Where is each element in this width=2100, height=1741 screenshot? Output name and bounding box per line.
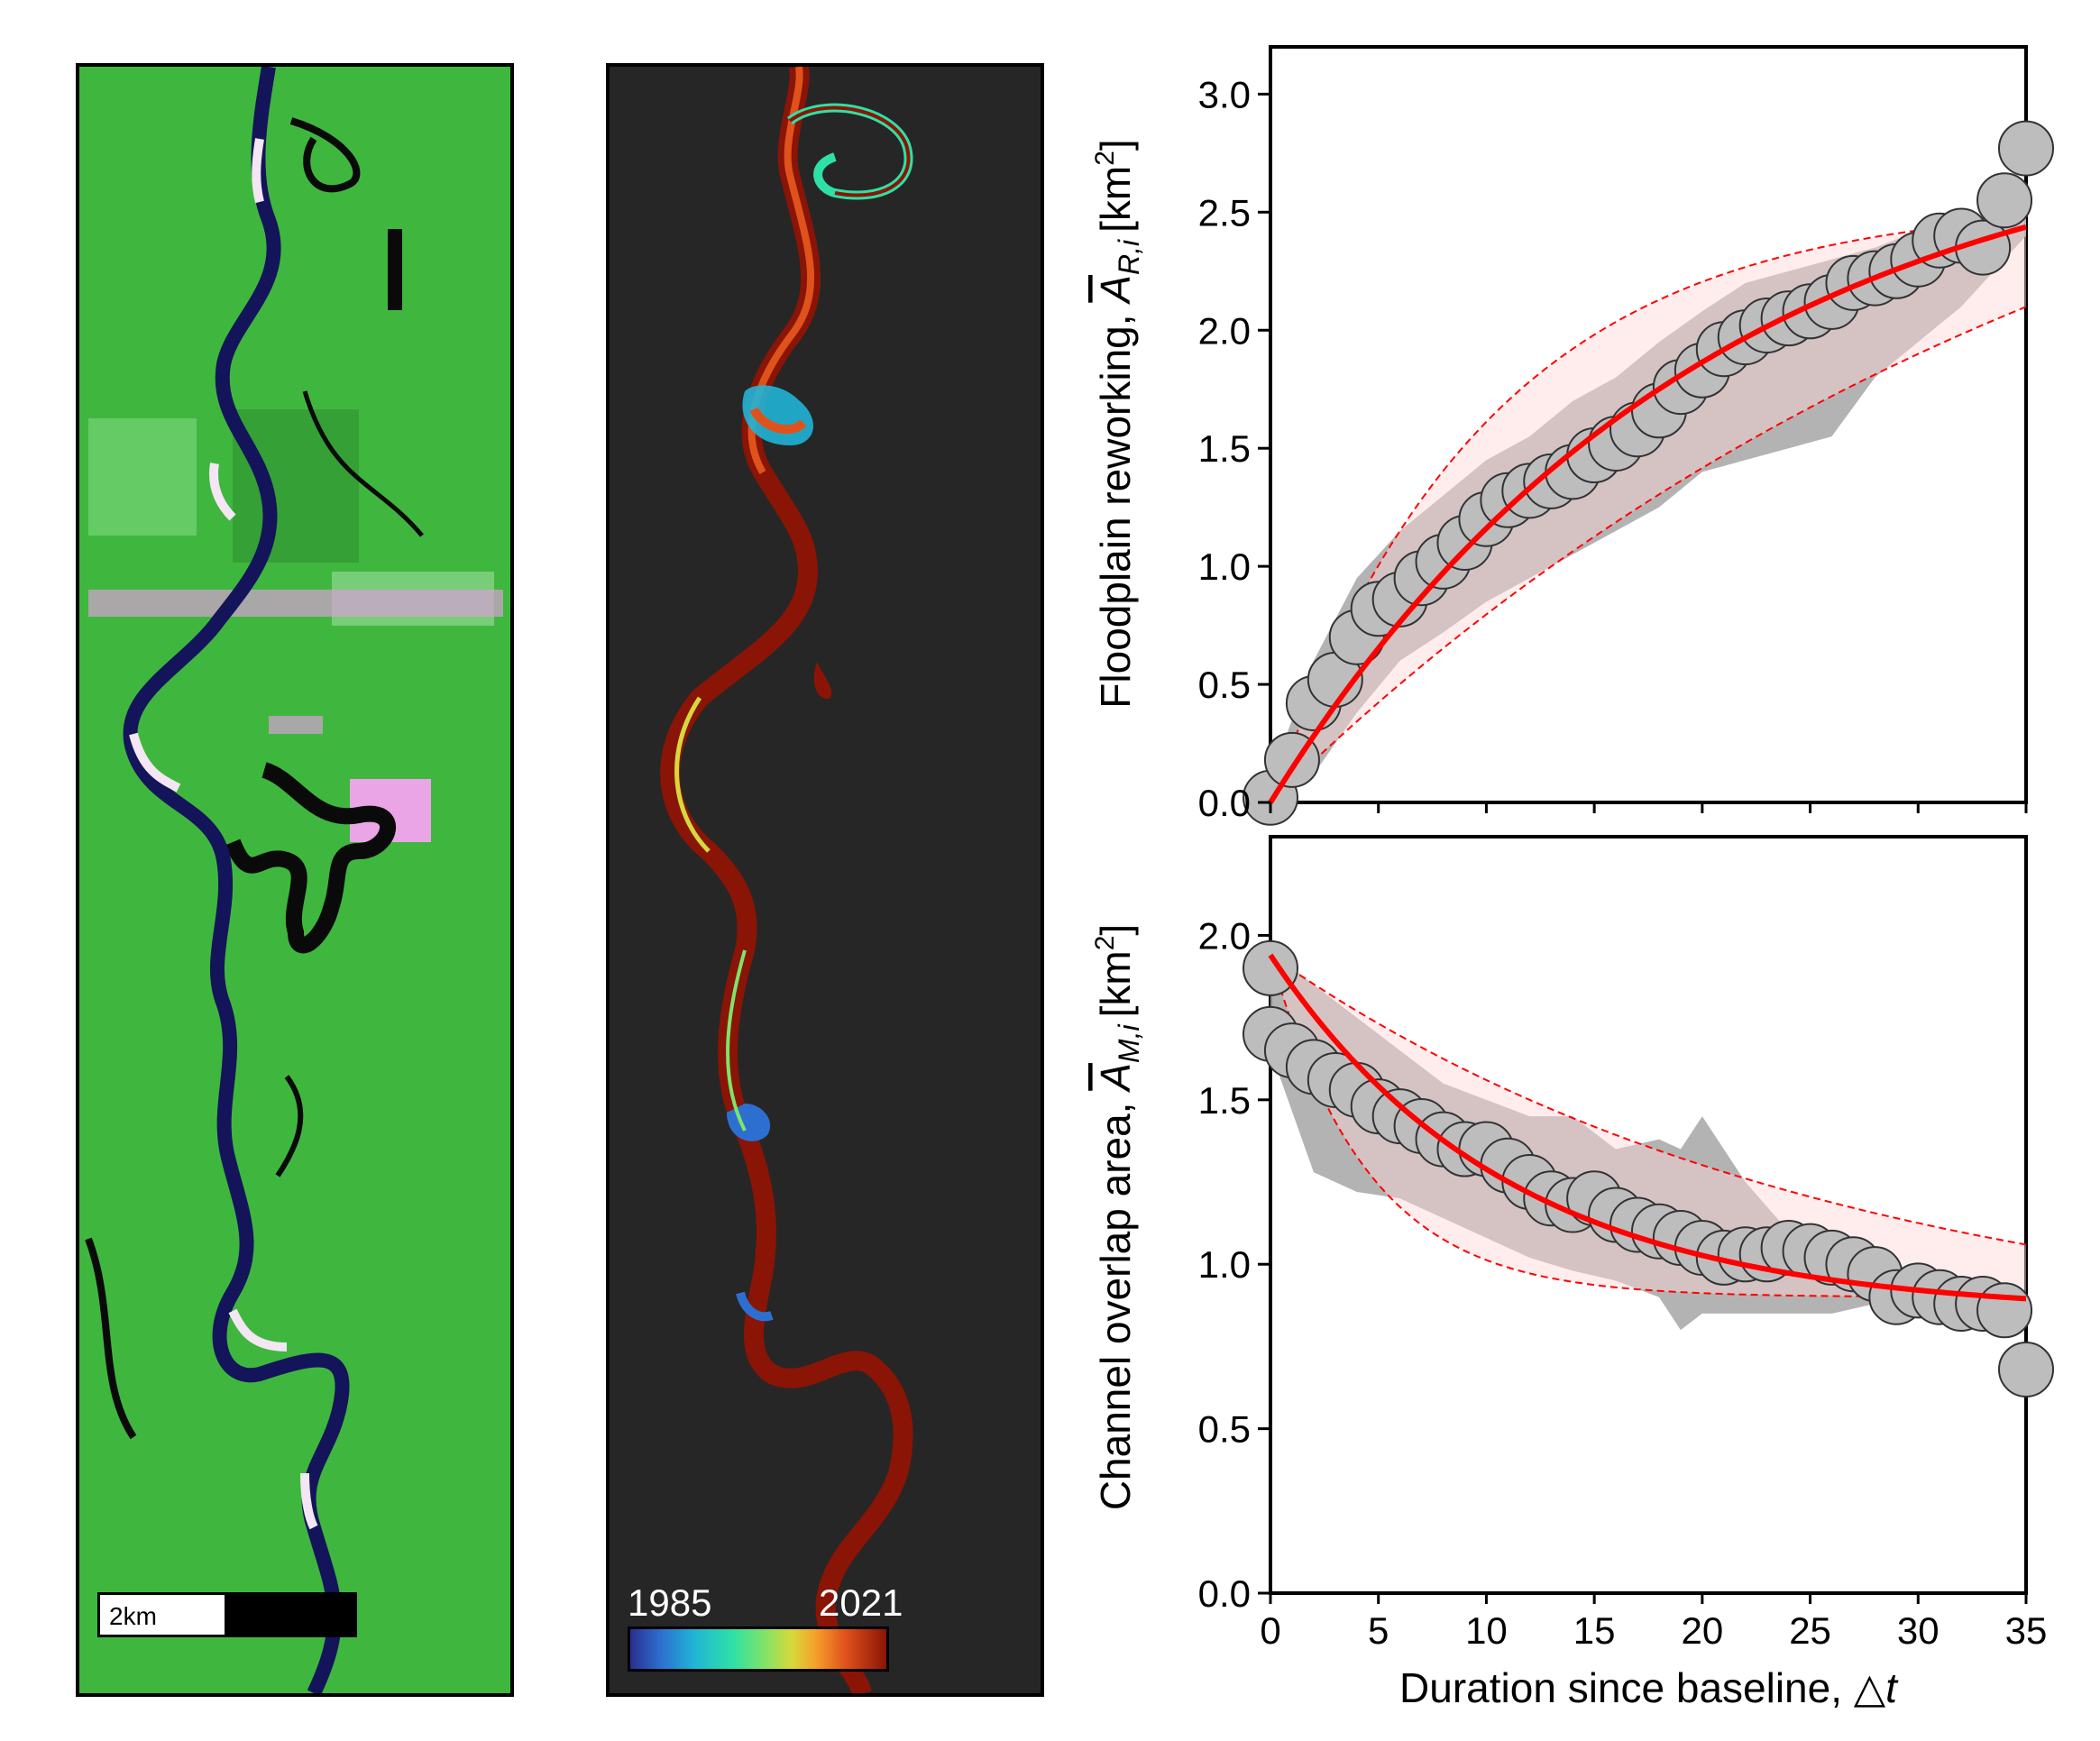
colorbar-max-label: 2021: [819, 1581, 903, 1624]
chart-top-y-axis-label: Floodplain reworking, AR,i [km2]: [1090, 139, 1145, 708]
chart-bottom-x-tick-label: 25: [1789, 1609, 1831, 1652]
chart-top-y-tick-label: 0.5: [1198, 664, 1251, 706]
chart-top-y-tick-label: 2.5: [1198, 191, 1251, 234]
chart-top-fit-line: [1268, 224, 2027, 804]
chart-top-fit-lower-bound: [1270, 306, 2027, 803]
delta-symbol: △: [1854, 1664, 1886, 1711]
chart-bottom-fit-band: [1270, 955, 2026, 1297]
chart-top-data-point: [1998, 120, 2054, 177]
chart-bottom-y-axis-label: Channel overlap area, AM,i [km2]: [1090, 924, 1145, 1510]
chart-bottom-y-tick-label: 1.5: [1198, 1079, 1251, 1122]
chart-bottom-frame: [1269, 835, 2028, 1595]
chart-bottom-y-tick-label: 1.0: [1198, 1243, 1251, 1286]
chart-top-x-ticks: [1269, 802, 2028, 813]
chart-bottom-xlabel-symbol: t: [1885, 1664, 1899, 1711]
chart-bottom-x-tick-label: 10: [1465, 1609, 1508, 1652]
chart-top-ylabel-subscript: R,i: [1113, 239, 1145, 275]
chart-top-ylabel-symbol: A: [1092, 275, 1139, 306]
chart-bottom-x-tick-label: 15: [1573, 1609, 1616, 1652]
chart-top-frame: [1269, 45, 2028, 804]
migration-map: [660, 67, 913, 1693]
scale-bar-label: 2km: [109, 1602, 157, 1630]
chart-bottom-ylabel-main: Channel overlap area,: [1092, 1103, 1139, 1511]
chart-bottom-ylabel-unit-close: ]: [1092, 924, 1139, 936]
colorbar: [628, 1626, 889, 1672]
chart-top-y-tick-label: 1.5: [1198, 427, 1251, 470]
chart-top-ylabel-unit-sup: 2: [1090, 151, 1120, 166]
chart-top-fit-band: [1270, 218, 2026, 802]
colorbar-min-label: 1985: [628, 1581, 712, 1624]
chart-bottom-ylabel-subscript: M,i: [1113, 1024, 1145, 1064]
chart-channel-overlap: 0.0 0.5 1.0 1.5 2.0 0 5 10 15 20 25 30 35 Channel o…: [1090, 835, 2054, 1711]
chart-top-y-tick-label: 2.0: [1198, 309, 1251, 352]
chart-bottom-y-ticks: 0.0 0.5 1.0 1.5 2.0: [1198, 914, 1270, 1615]
chart-top-ylabel-unit-close: ]: [1092, 139, 1139, 151]
chart-bottom-fit-upper-bound: [1270, 954, 2027, 1246]
migration-map-panel: 1985 2021: [606, 63, 1044, 1697]
chart-bottom-xlabel-main: Duration since baseline,: [1399, 1664, 1842, 1711]
chart-top-y-tick-label: 1.0: [1198, 545, 1251, 588]
chart-bottom-data-point: [1976, 1282, 2033, 1339]
chart-top-ylabel-unit: [km: [1092, 166, 1139, 233]
chart-bottom-ylabel-unit-sup: 2: [1090, 936, 1120, 951]
chart-floodplain-reworking: 0.0 0.5 1.0 1.5 2.0 2.5 3.0 Floodplain reworki…: [1090, 45, 2054, 826]
scale-bar-dark-segment: [225, 1595, 354, 1635]
chart-top-fit-upper-bound: [1270, 217, 2027, 803]
chart-top-data-point: [1976, 172, 2033, 229]
chart-bottom-data-point: [1243, 939, 1298, 996]
chart-bottom-fit-lower-bound: [1270, 955, 2027, 1298]
chart-bottom-x-tick-label: 35: [2005, 1609, 2048, 1652]
chart-bottom-y-tick-label: 0.0: [1198, 1572, 1251, 1615]
chart-top-y-ticks: 0.0 0.5 1.0 1.5 2.0 2.5 3.0: [1198, 73, 1270, 824]
chart-bottom-x-tick-label: 5: [1368, 1609, 1389, 1652]
chart-bottom-ylabel-unit: [km: [1092, 950, 1139, 1017]
chart-bottom-x-axis-label: Duration since baseline, △t: [1399, 1664, 1899, 1711]
chart-bottom-data-point: [1998, 1341, 2054, 1397]
chart-bottom-ylabel-symbol: A: [1092, 1063, 1139, 1094]
chart-bottom-x-tick-label: 0: [1260, 1609, 1280, 1652]
scale-bar: 2km: [97, 1592, 357, 1637]
chart-bottom-x-tick-label: 30: [1897, 1609, 1940, 1652]
chart-top-y-tick-label: 0.0: [1198, 782, 1251, 824]
chart-top-ylabel-main: Floodplain reworking,: [1092, 314, 1139, 708]
chart-top-y-tick-label: 3.0: [1198, 73, 1251, 115]
chart-bottom-y-tick-label: 0.5: [1198, 1408, 1251, 1451]
satellite-image: [79, 67, 510, 1693]
chart-bottom-x-tick-label: 20: [1681, 1609, 1723, 1652]
satellite-image-panel: 2km: [76, 63, 514, 1697]
chart-bottom-fit-line: [1268, 953, 2027, 1302]
chart-bottom-y-tick-label: 2.0: [1198, 914, 1251, 957]
chart-bottom-x-ticks: 0 5 10 15 20 25 30 35: [1260, 1593, 2047, 1652]
